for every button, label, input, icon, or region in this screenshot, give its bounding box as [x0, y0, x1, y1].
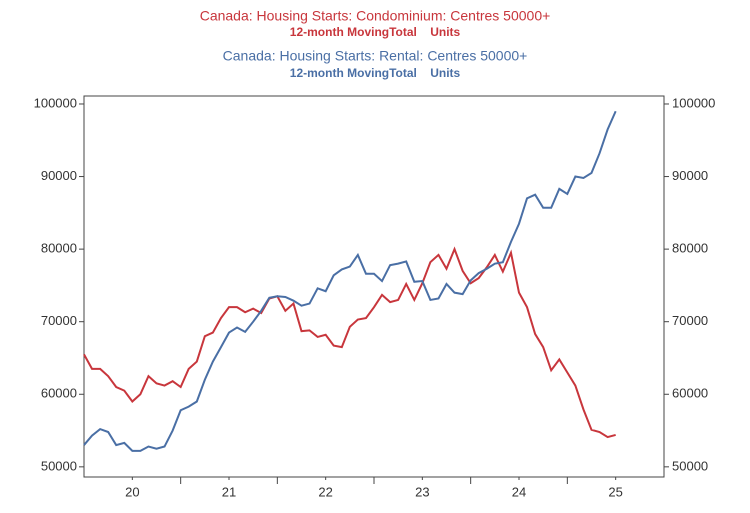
series-subtitle: 12-month MovingTotal Units	[290, 25, 461, 39]
x-tick-label: 25	[608, 484, 622, 499]
y2-tick-label: 60000	[672, 386, 708, 401]
y2-tick-label: 80000	[672, 241, 708, 256]
series-title: Canada: Housing Starts: Rental: Centres …	[223, 48, 528, 64]
series-line	[83, 246, 616, 439]
x-tick-label: 20	[125, 484, 139, 499]
series-line	[83, 110, 617, 452]
x-tick-label: 24	[512, 484, 526, 499]
series-subtitle: 12-month MovingTotal Units	[290, 66, 461, 80]
y2-tick-label: 50000	[672, 458, 708, 473]
plot-frame	[83, 95, 665, 478]
y-tick-label: 60000	[41, 386, 77, 401]
y-tick-label: 80000	[41, 241, 77, 256]
x-tick-label: 22	[318, 484, 332, 499]
y-tick-label: 70000	[41, 313, 77, 328]
y2-tick-label: 90000	[672, 168, 708, 183]
y-tick-label: 90000	[41, 168, 77, 183]
series-title: Canada: Housing Starts: Condominium: Cen…	[200, 8, 551, 24]
x-tick-label: 21	[222, 484, 236, 499]
y-tick-label: 50000	[41, 458, 77, 473]
y2-tick-label: 70000	[672, 313, 708, 328]
y2-tick-label: 100000	[672, 95, 715, 110]
y-tick-label: 100000	[34, 95, 77, 110]
x-tick-label: 23	[415, 484, 429, 499]
